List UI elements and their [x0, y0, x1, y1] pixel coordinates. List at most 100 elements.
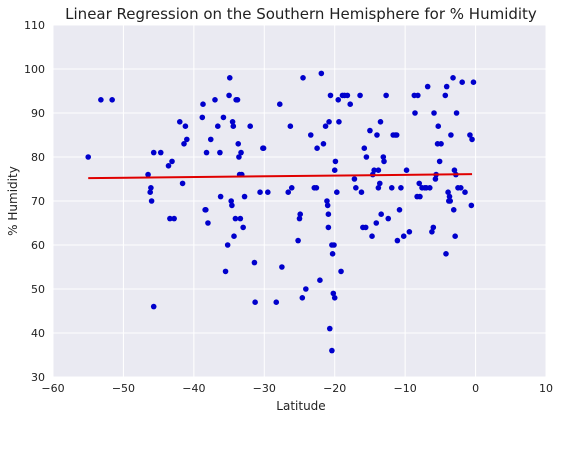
data-point	[326, 119, 332, 125]
data-point	[396, 207, 403, 213]
data-point	[322, 123, 329, 129]
data-point	[232, 215, 239, 222]
chart-title: Linear Regression on the Southern Hemisp…	[65, 5, 537, 23]
y-tick-label: 60	[31, 239, 45, 252]
data-point	[462, 189, 468, 195]
data-point	[169, 158, 175, 165]
data-point	[393, 132, 400, 138]
y-tick-label: 50	[31, 283, 45, 296]
data-point	[470, 79, 477, 85]
data-point	[369, 233, 375, 239]
data-point	[373, 220, 380, 226]
data-point	[376, 180, 383, 187]
y-tick-label: 80	[31, 151, 45, 164]
x-tick-label: −50	[112, 382, 135, 395]
data-point	[265, 189, 271, 195]
data-point	[338, 268, 344, 275]
data-point	[228, 198, 234, 204]
data-point	[378, 211, 384, 217]
data-point	[416, 180, 423, 187]
data-point	[299, 295, 306, 301]
data-point	[318, 70, 325, 77]
data-point	[307, 132, 314, 138]
data-point	[371, 167, 377, 173]
data-point	[303, 286, 309, 292]
data-point	[452, 233, 458, 239]
data-point	[331, 295, 338, 301]
data-point	[332, 158, 339, 165]
data-point	[222, 268, 229, 275]
data-point	[313, 185, 320, 191]
x-tick-label: 10	[539, 382, 553, 395]
data-point	[205, 220, 211, 226]
data-point	[237, 215, 244, 222]
data-point	[212, 97, 218, 103]
y-tick-label: 70	[31, 195, 45, 208]
data-point	[329, 251, 336, 257]
data-point	[331, 167, 338, 173]
data-point	[145, 171, 151, 178]
data-point	[357, 92, 363, 99]
data-point	[381, 158, 387, 165]
data-point	[224, 242, 231, 248]
data-point	[336, 119, 342, 125]
data-point	[229, 119, 236, 125]
data-point	[412, 110, 418, 116]
data-point	[406, 229, 413, 235]
data-point	[300, 75, 306, 81]
data-point	[374, 132, 380, 138]
data-point	[179, 180, 186, 187]
data-point	[358, 189, 365, 195]
data-point	[324, 202, 331, 209]
y-tick-label: 30	[31, 371, 45, 384]
data-point	[235, 141, 242, 147]
x-tick-label: 0	[472, 382, 479, 395]
data-point	[468, 202, 475, 209]
data-point	[403, 167, 410, 173]
x-tick-labels: −60 −50 −40 −30 −20 −10 0 10	[41, 382, 553, 395]
data-point	[450, 75, 456, 81]
data-point	[171, 215, 177, 222]
y-tick-label: 100	[24, 63, 45, 76]
data-point	[203, 207, 209, 213]
data-point	[398, 185, 404, 191]
x-tick-label: −60	[41, 382, 64, 395]
data-point	[230, 123, 237, 129]
data-point	[446, 193, 453, 200]
data-point	[236, 154, 242, 160]
x-tick-label: −20	[323, 382, 346, 395]
data-point	[324, 198, 330, 204]
data-point	[344, 92, 351, 99]
x-tick-label: −30	[253, 382, 276, 395]
data-point	[430, 224, 437, 231]
data-point	[450, 207, 457, 213]
data-point	[329, 347, 335, 354]
data-points	[85, 70, 477, 354]
data-point	[467, 132, 473, 138]
data-point	[247, 123, 253, 129]
y-tick-label: 110	[24, 19, 45, 32]
data-point	[388, 185, 395, 191]
data-point	[375, 185, 382, 191]
data-point	[314, 145, 320, 151]
data-point	[150, 303, 157, 310]
data-point	[334, 189, 340, 195]
data-point	[226, 75, 233, 81]
y-tick-label: 90	[31, 107, 45, 120]
data-point	[165, 163, 172, 169]
data-point	[436, 158, 443, 165]
data-point	[276, 101, 283, 107]
data-point	[459, 79, 465, 85]
data-point	[234, 97, 241, 103]
data-point	[241, 193, 248, 200]
data-point	[199, 114, 206, 121]
data-point	[424, 83, 431, 90]
data-point	[260, 145, 267, 151]
data-point	[257, 189, 263, 195]
data-point	[184, 136, 190, 143]
data-point	[147, 189, 153, 195]
data-point	[394, 237, 401, 244]
data-point	[417, 193, 423, 200]
data-point	[335, 97, 342, 103]
data-point	[453, 110, 460, 116]
